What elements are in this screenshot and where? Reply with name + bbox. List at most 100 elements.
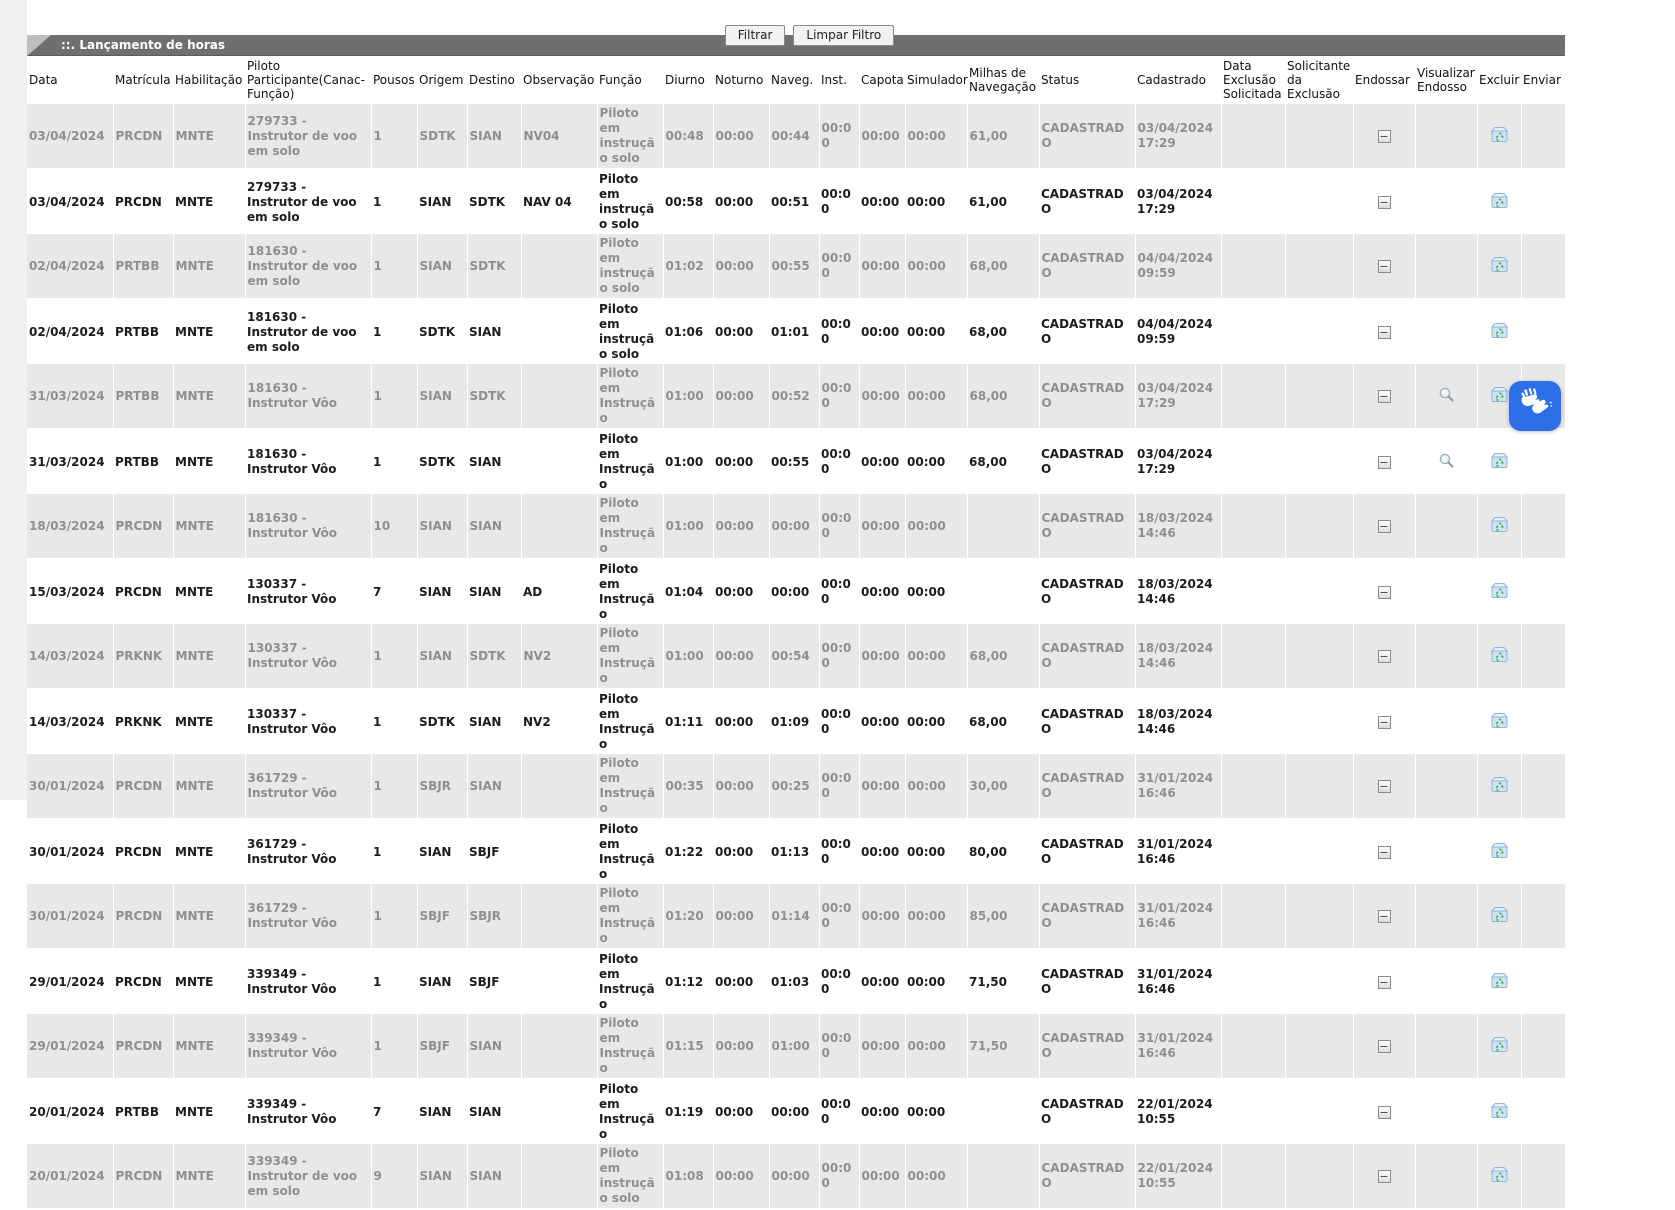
cell-diurno: 00:48 xyxy=(663,104,714,170)
sign-language-accessibility-button[interactable] xyxy=(1509,381,1561,431)
cell-capota: 00:00 xyxy=(859,364,906,430)
endorse-collapse-minus-icon[interactable]: − xyxy=(1377,779,1391,793)
cell-solicitante xyxy=(1285,884,1354,950)
cell-data: 02/04/2024 xyxy=(29,324,105,339)
delete-recycle-bin-icon[interactable] xyxy=(1490,386,1509,403)
cell-simulador: 00:00 xyxy=(905,754,968,820)
view-endorsement-magnifier-icon[interactable] xyxy=(1438,452,1455,469)
endorse-collapse-minus-icon[interactable]: − xyxy=(1377,845,1391,859)
endorse-collapse-minus-icon[interactable]: − xyxy=(1377,975,1391,989)
cell-destino: SDTK xyxy=(469,194,506,209)
filter-toolbar: Filtrar Limpar Filtro xyxy=(27,25,1592,46)
endorse-collapse-minus-icon[interactable]: − xyxy=(1377,519,1391,533)
endorse-collapse-minus-icon[interactable]: − xyxy=(1377,389,1391,403)
cell-visualizar xyxy=(1415,429,1477,494)
cell-cadastrado: 31/01/2024 16:46 xyxy=(1137,967,1213,996)
cell-status: CADASTRADO xyxy=(1041,187,1124,216)
delete-recycle-bin-icon[interactable] xyxy=(1490,1166,1509,1183)
endorse-collapse-minus-icon[interactable]: − xyxy=(1377,195,1391,209)
cell-cadastrado: 03/04/2024 17:29 xyxy=(1137,447,1213,476)
delete-recycle-bin-icon[interactable] xyxy=(1490,776,1509,793)
cell-diurno: 01:00 xyxy=(663,364,714,430)
delete-recycle-bin-icon[interactable] xyxy=(1490,452,1509,469)
cell-diurno: 01:02 xyxy=(663,234,714,300)
cell-simulador: 00:00 xyxy=(905,234,968,300)
endorse-collapse-minus-icon[interactable]: − xyxy=(1377,649,1391,663)
cell-data: 18/03/2024 xyxy=(27,494,114,560)
column-header-funcao: Função xyxy=(599,73,642,87)
cell-funcao: Piloto em Instrução xyxy=(599,952,655,1011)
column-header-capota: Capota xyxy=(861,73,904,87)
cell-excluir xyxy=(1477,494,1522,560)
cell-enviar xyxy=(1521,299,1565,364)
delete-recycle-bin-icon[interactable] xyxy=(1490,712,1509,729)
endorse-collapse-minus-icon[interactable]: − xyxy=(1377,1105,1391,1119)
cell-enviar xyxy=(1521,494,1566,560)
cell-noturno: 00:00 xyxy=(715,194,754,209)
cell-habilitacao: MNTE xyxy=(173,234,246,300)
cell-data: 30/01/2024 xyxy=(29,844,105,859)
delete-recycle-bin-icon[interactable] xyxy=(1490,842,1509,859)
cell-status: CADASTRADO xyxy=(1041,837,1124,866)
delete-recycle-bin-icon[interactable] xyxy=(1490,1102,1509,1119)
endorse-collapse-minus-icon[interactable]: − xyxy=(1377,455,1391,469)
cell-cadastrado: 31/01/2024 16:46 xyxy=(1135,754,1222,820)
cell-pousos: 7 xyxy=(373,584,382,599)
cell-matricula: PRCDN xyxy=(113,1144,174,1210)
delete-recycle-bin-icon[interactable] xyxy=(1490,1036,1509,1053)
cell-habilitacao: MNTE xyxy=(173,884,246,950)
cell-enviar xyxy=(1521,689,1565,754)
cell-funcao: Piloto em Instrução xyxy=(597,884,664,950)
cell-origem: SDTK xyxy=(419,454,456,469)
endorse-collapse-minus-icon[interactable]: − xyxy=(1377,715,1391,729)
delete-recycle-bin-icon[interactable] xyxy=(1490,972,1509,989)
delete-recycle-bin-icon[interactable] xyxy=(1490,256,1509,273)
delete-recycle-bin-icon[interactable] xyxy=(1490,646,1509,663)
view-endorsement-magnifier-icon[interactable] xyxy=(1438,386,1455,403)
table-row: 15/03/2024 PRCDN MNTE 130337 - Instrutor Vô… xyxy=(27,559,1565,624)
cell-origem: SIAN xyxy=(419,844,452,859)
delete-recycle-bin-icon[interactable] xyxy=(1490,192,1509,209)
cell-origem: SBJF xyxy=(417,884,468,950)
filter-button[interactable]: Filtrar xyxy=(724,25,786,46)
endorse-collapse-minus-icon[interactable]: − xyxy=(1377,129,1391,143)
column-header-data_exclusao: Data Exclusão Solicitada xyxy=(1223,59,1282,101)
cell-observacao xyxy=(521,364,598,430)
cell-endossar: − xyxy=(1353,1014,1416,1080)
cell-solicitante xyxy=(1285,169,1353,234)
table-row: 31/03/2024 PRTBB MNTE 181630 - Instrutor Vô… xyxy=(27,364,1566,430)
cell-data: 15/03/2024 xyxy=(29,584,105,599)
delete-recycle-bin-icon[interactable] xyxy=(1490,582,1509,599)
cell-capota: 00:00 xyxy=(861,194,900,209)
cell-observacao xyxy=(521,949,597,1014)
cell-cadastrado: 03/04/2024 17:29 xyxy=(1135,364,1222,430)
delete-recycle-bin-icon[interactable] xyxy=(1490,322,1509,339)
cell-habilitacao: MNTE xyxy=(173,364,246,430)
endorse-collapse-minus-icon[interactable]: − xyxy=(1377,1039,1391,1053)
column-header-diurno: Diurno xyxy=(665,73,705,87)
cell-diurno: 01:15 xyxy=(663,1014,714,1080)
endorse-collapse-minus-icon[interactable]: − xyxy=(1377,1169,1391,1183)
cell-pousos: 1 xyxy=(371,884,418,950)
endorse-collapse-minus-icon[interactable]: − xyxy=(1377,909,1391,923)
delete-recycle-bin-icon[interactable] xyxy=(1490,516,1509,533)
cell-diurno: 00:58 xyxy=(665,194,704,209)
cell-milhas xyxy=(967,1144,1040,1210)
cell-observacao: NV2 xyxy=(521,624,598,690)
cell-matricula: PRCDN xyxy=(115,844,162,859)
cell-milhas: 85,00 xyxy=(967,884,1040,950)
delete-recycle-bin-icon[interactable] xyxy=(1490,126,1509,143)
cell-origem: SIAN xyxy=(419,194,452,209)
delete-recycle-bin-icon[interactable] xyxy=(1490,906,1509,923)
clear-filter-button[interactable]: Limpar Filtro xyxy=(793,25,895,46)
cell-noturno: 00:00 xyxy=(715,844,754,859)
endorse-collapse-minus-icon[interactable]: − xyxy=(1377,259,1391,273)
endorse-collapse-minus-icon[interactable]: − xyxy=(1377,325,1391,339)
endorse-collapse-minus-icon[interactable]: − xyxy=(1377,585,1391,599)
cell-data_exclusao xyxy=(1221,689,1285,754)
cell-noturno: 00:00 xyxy=(715,974,754,989)
cell-enviar xyxy=(1521,104,1566,170)
cell-milhas: 68,00 xyxy=(967,364,1040,430)
cell-naveg: 00:00 xyxy=(769,494,820,560)
cell-piloto: 130337 - Instrutor Vôo xyxy=(247,577,337,606)
